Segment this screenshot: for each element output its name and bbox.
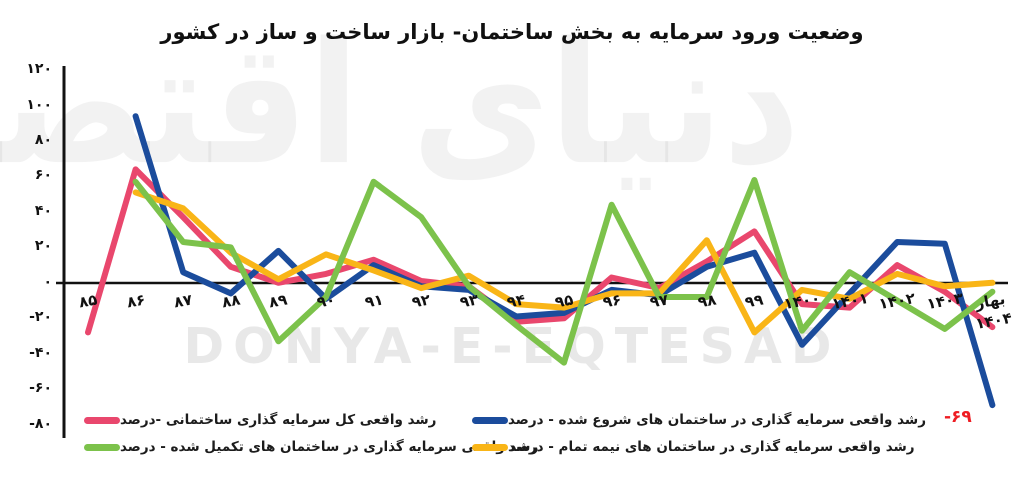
end-value-annotation: -۶۹: [944, 407, 972, 427]
legend-item-completed: رشد واقعی سرمایه گذاری در ساختمان های تک…: [84, 436, 540, 458]
y-tick-label: ۶۰: [34, 167, 52, 184]
y-tick-label: ۴۰: [34, 202, 52, 219]
y-tick-label: -۸۰: [29, 415, 52, 432]
series-line-half_finished: [132, 189, 996, 336]
legend-item-half-finished: رشد واقعی سرمایه گذاری در ساختمان های نی…: [472, 436, 917, 458]
y-tick-label: ۸۰: [34, 132, 52, 148]
y-tick-label: ۲۰: [34, 238, 52, 255]
y-tick-label: -۴۰: [29, 344, 52, 361]
legend-label-started: رشد واقعی سرمایه گذاری در ساختمان های شر…: [508, 412, 926, 428]
legend-label-completed: رشد واقعی سرمایه گذاری در ساختمان های تک…: [120, 439, 539, 455]
y-tick-label: ۱۰۰: [26, 96, 52, 113]
legend-item-started: رشد واقعی سرمایه گذاری در ساختمان های شر…: [472, 409, 928, 431]
y-tick-label: -۲۰: [29, 309, 52, 326]
series-line-completed: [132, 177, 996, 366]
y-tick-label: ۱۲۰: [26, 61, 52, 78]
series-line-started: [132, 113, 996, 409]
legend-swatch-half-finished: [472, 443, 508, 451]
chart-title: وضعیت ورود سرمایه به بخش ساختمان- بازار …: [160, 20, 864, 44]
legend-item-total: رشد واقعی کل سرمایه گذاری ساختمانی -درصد: [84, 409, 438, 431]
legend-label-half-finished: رشد واقعی سرمایه گذاری در ساختمان های نی…: [508, 439, 915, 455]
legend-label-total: رشد واقعی کل سرمایه گذاری ساختمانی -درصد: [120, 412, 437, 428]
legend-swatch-total: [84, 416, 120, 424]
x-tick-label: بهار ۱۴۰۴: [974, 289, 1014, 334]
series-lines: [85, 113, 996, 409]
legend-swatch-completed: [84, 443, 120, 451]
y-tick-label: -۶۰: [29, 380, 52, 397]
legend-swatch-started: [472, 416, 508, 424]
y-tick-label: ۰: [43, 273, 52, 290]
